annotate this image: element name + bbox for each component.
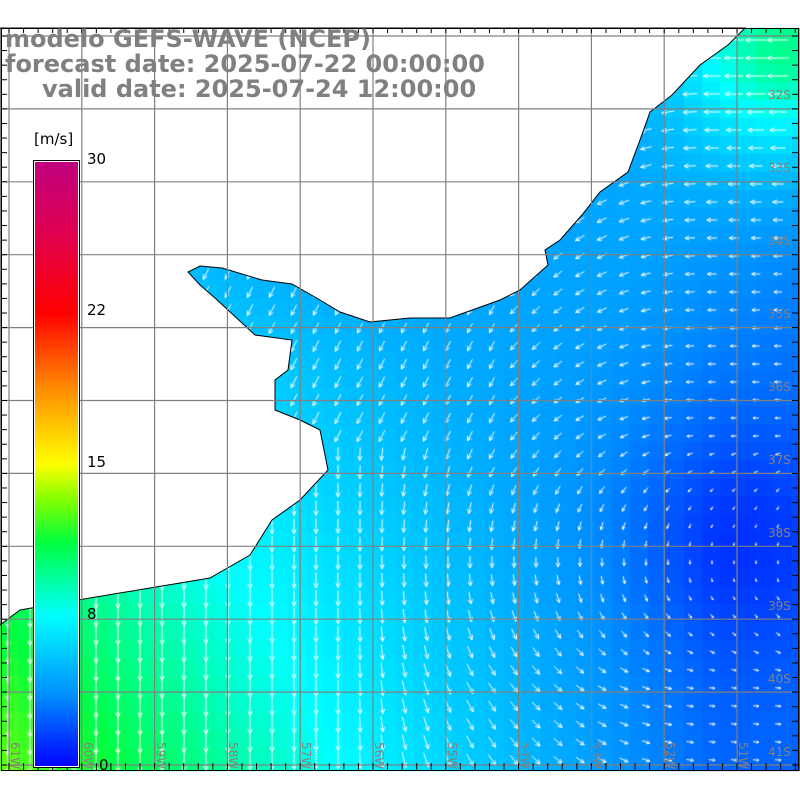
title-forecast-date: forecast date: 2025-07-22 00:00:00 — [5, 50, 485, 78]
land-mask — [0, 27, 747, 626]
lat-label: 41S — [768, 745, 791, 759]
title-valid-date: valid date: 2025-07-24 12:00:00 — [42, 75, 477, 103]
lat-label: 32S — [768, 88, 791, 102]
colorbar — [33, 160, 80, 768]
lat-label: 34S — [768, 234, 791, 248]
lat-label: 38S — [768, 526, 791, 540]
colorbar-tick-22: 22 — [87, 301, 107, 319]
lon-label: 56W — [372, 742, 386, 770]
lon-label: 55W — [444, 742, 459, 770]
lon-label: 59W — [153, 742, 168, 770]
lat-label: 36S — [768, 380, 791, 394]
colorbar-tick-0: 0 — [99, 756, 109, 774]
lon-label: 58W — [226, 742, 241, 770]
lon-label: 52W — [663, 742, 678, 770]
lon-label: 51W — [736, 742, 750, 770]
lat-label: 35S — [768, 307, 791, 321]
colorbar-units: [m/s] — [34, 130, 74, 148]
lon-label: 53W — [590, 742, 605, 770]
lon-label: 57W — [299, 742, 314, 770]
title-model: modelo GEFS-WAVE (NCEP) — [5, 25, 371, 53]
lat-lon-grid — [2, 28, 798, 770]
colorbar-tick-30: 30 — [87, 150, 107, 168]
lat-label: 40S — [768, 672, 791, 686]
lon-label: 61W — [8, 742, 22, 770]
lon-label: 60W — [80, 742, 95, 770]
lon-label: 54W — [517, 742, 532, 770]
lat-label: 33S — [768, 161, 791, 175]
plot-frame — [1, 28, 799, 771]
lat-label: 39S — [768, 599, 791, 613]
colorbar-tick-8: 8 — [87, 605, 97, 623]
axis-ticks — [2, 28, 798, 770]
colorbar-tick-15: 15 — [87, 453, 107, 471]
lat-label: 37S — [768, 453, 791, 467]
